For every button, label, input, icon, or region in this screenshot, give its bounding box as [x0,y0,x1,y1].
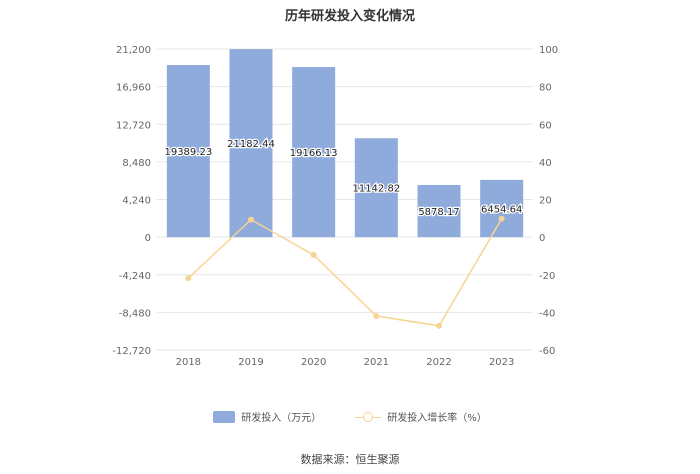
bar [229,49,273,238]
y-right-tick-label: 20 [539,196,552,207]
y-right-tick-label: 60 [539,120,552,131]
y-left-tick-label: -4,240 [119,271,151,282]
legend-line-label: 研发投入增长率（%） [387,413,487,424]
data-source-note: 数据来源：恒生聚源 [300,453,400,466]
legend-line-swatch [355,411,382,423]
bar [166,65,210,238]
growth-rate-point [373,312,380,319]
growth-rate-point [248,216,254,223]
bar-data-label: 6454.64 [481,204,522,215]
y-left-tick-label: 0 [145,233,151,244]
chart-title: 历年研发投入变化情况 [284,9,415,24]
bar-data-label: 21182.44 [227,139,275,150]
legend-bar-label: 研发投入（万元） [241,413,322,424]
legend-bar-swatch [213,410,236,423]
legend-item-line[interactable]: 研发投入增长率（%） [355,409,487,424]
y-right-tick-label: -60 [539,346,555,357]
bar [417,184,461,238]
growth-rate-point [436,322,442,329]
legend: 研发投入（万元） 研发投入增长率（%） [0,409,700,424]
grid-layer [157,48,533,351]
bar-layer [166,49,524,238]
bar [292,67,336,238]
growth-rate-line [187,218,503,327]
x-tick-label: 2018 [176,357,201,368]
bar [354,138,398,238]
legend-item-bar[interactable]: 研发投入（万元） [213,409,321,424]
bar-data-label: 11142.82 [352,184,400,195]
x-tick-label: 2023 [489,357,514,368]
y-right-tick-label: 100 [539,45,558,56]
label-layer: 19389.23 21182.44 19166.13 11142.82 5878.17 6… [163,138,523,219]
y-left-tick-label: 4,240 [122,196,151,207]
y-right-tick-label: 0 [539,233,545,244]
x-tick-label: 2019 [238,357,263,368]
bar-data-label: 19166.13 [290,148,338,159]
growth-rate-point [185,275,192,282]
bar-data-label: 19389.23 [164,147,212,158]
y-left-tick-label: 16,960 [116,83,151,94]
growth-rate-point [498,215,505,222]
y-left-tick-label: -8,480 [119,308,151,319]
x-tick-label: 2022 [426,357,451,368]
y-left-tick-label: 8,480 [122,158,151,169]
y-right-tick-label: 80 [539,83,552,94]
y-left-tick-label: 12,720 [116,120,151,131]
bar-data-label: 5878.17 [418,207,459,218]
y-left-tick-label: -12,720 [112,346,151,357]
y-left-tick-label: 21,200 [116,45,151,56]
x-tick-label: 2021 [364,357,389,368]
y-right-tick-label: 40 [539,158,552,169]
y-right-tick-label: -20 [539,271,555,282]
bar [480,179,524,238]
axis-layer: 21,200 100 16,960 80 12,720 60 8,480 40 4,240 20 0… [112,45,558,368]
y-right-tick-label: -40 [539,308,555,319]
x-tick-label: 2020 [301,357,326,368]
line-layer [185,215,505,329]
growth-rate-point [310,251,317,258]
